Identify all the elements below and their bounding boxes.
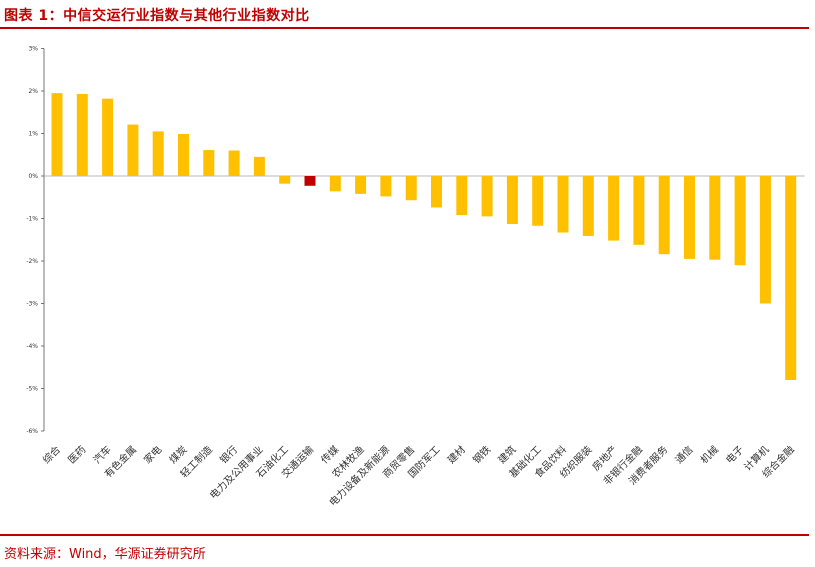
y-tick-label: -3% xyxy=(26,301,38,308)
bar xyxy=(684,176,695,259)
bar xyxy=(506,176,518,225)
bar xyxy=(557,176,569,233)
x-category-label: 通信 xyxy=(673,444,696,467)
bar xyxy=(759,176,771,304)
bar-highlight xyxy=(304,176,316,186)
bar xyxy=(355,176,367,194)
bar xyxy=(51,93,63,176)
x-category-label: 汽车 xyxy=(90,443,113,466)
bar xyxy=(76,93,88,176)
x-category-label: 传媒 xyxy=(319,444,342,467)
x-category-label: 建材 xyxy=(445,443,468,466)
y-tick-label: -5% xyxy=(26,386,38,393)
bar xyxy=(456,176,468,216)
y-tick-label: -1% xyxy=(26,216,38,223)
bar xyxy=(532,176,544,226)
bar xyxy=(709,176,721,260)
bar xyxy=(608,176,620,241)
bar xyxy=(481,176,493,217)
x-category-label: 煤炭 xyxy=(166,443,189,466)
bar xyxy=(582,176,594,236)
bar-series xyxy=(51,93,797,380)
y-tick-label: 0% xyxy=(28,173,38,180)
bar xyxy=(785,176,797,380)
bar xyxy=(734,176,746,266)
bar xyxy=(102,98,114,176)
bar-chart: 3% 2% 1% 0% -1% -2% -3% -4% -5% -6% 综合 医药 汽车有色金属 家电煤… xyxy=(26,46,805,509)
y-axis: 3% 2% 1% 0% -1% -2% -3% -4% -5% -6% xyxy=(26,46,805,435)
bar xyxy=(380,176,392,197)
y-tick-label: -6% xyxy=(26,428,38,435)
bar xyxy=(253,156,265,176)
x-category-label: 机械 xyxy=(698,443,721,466)
x-category-label: 银行 xyxy=(217,443,240,466)
y-tick-label: 3% xyxy=(28,46,38,53)
x-category-label: 家电 xyxy=(141,443,164,466)
bar xyxy=(405,176,417,201)
y-tick-label: 1% xyxy=(28,131,38,138)
x-category-label: 医药 xyxy=(66,444,89,467)
page-title: 图表 1：中信交运行业指数与其他行业指数对比 xyxy=(4,8,310,24)
bar xyxy=(178,133,189,176)
x-category-label: 钢铁 xyxy=(470,443,493,466)
x-category-label: 综合 xyxy=(40,443,63,466)
y-tick-label: -2% xyxy=(26,258,38,265)
title-divider xyxy=(0,27,809,29)
x-category-label: 电子 xyxy=(723,443,746,466)
bar xyxy=(127,124,139,176)
bar xyxy=(658,176,670,255)
bar xyxy=(329,176,341,192)
bar xyxy=(431,176,442,208)
bar xyxy=(228,150,240,176)
bar xyxy=(279,176,291,184)
bar xyxy=(633,176,645,245)
bar xyxy=(152,131,164,176)
footer-divider xyxy=(0,534,809,536)
x-category-label: 建筑 xyxy=(495,443,518,466)
bar xyxy=(203,150,215,176)
y-tick-label: 2% xyxy=(28,88,38,95)
source-note: 资料来源：Wind，华源证券研究所 xyxy=(4,547,206,562)
y-tick-label: -4% xyxy=(26,343,38,350)
